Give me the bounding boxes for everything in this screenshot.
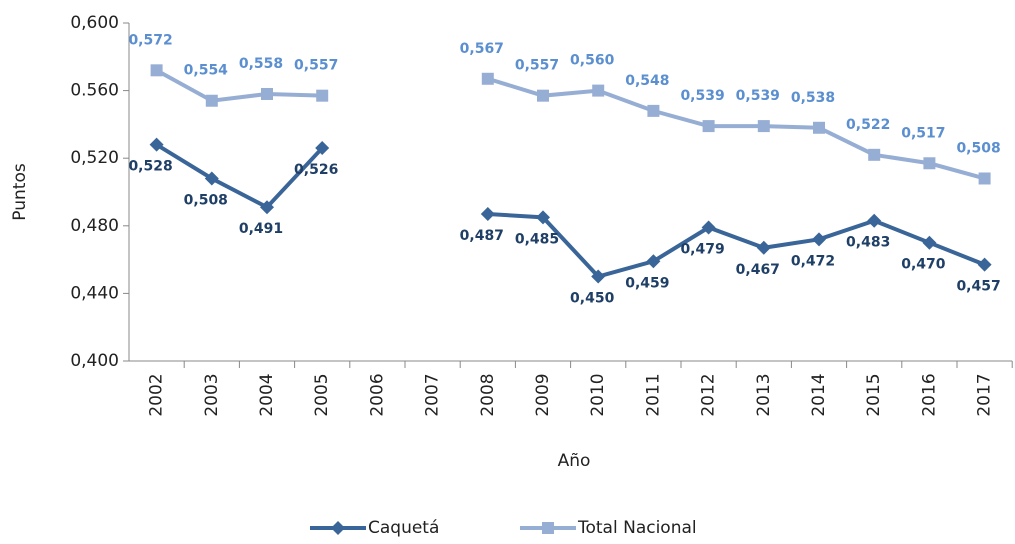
y-axis-title: Puntos bbox=[10, 163, 30, 221]
point bbox=[813, 121, 825, 134]
point bbox=[647, 104, 660, 117]
point bbox=[480, 206, 495, 221]
value-label: 0,485 bbox=[515, 231, 559, 247]
y-tick-label: 0,480 bbox=[70, 216, 119, 236]
point bbox=[702, 120, 715, 133]
point bbox=[149, 137, 164, 152]
legend-label: Total Nacional bbox=[577, 518, 697, 538]
point bbox=[867, 213, 882, 228]
value-label: 0,483 bbox=[846, 235, 890, 251]
point bbox=[812, 232, 826, 247]
series-line bbox=[487, 211, 986, 279]
x-tick-label: 2011 bbox=[643, 373, 663, 416]
legend-marker bbox=[331, 521, 345, 535]
value-label: 0,450 bbox=[570, 291, 615, 307]
series-line bbox=[155, 68, 323, 103]
series-line bbox=[155, 142, 324, 210]
point bbox=[756, 240, 771, 255]
point bbox=[316, 89, 329, 102]
point bbox=[757, 120, 770, 133]
point bbox=[260, 200, 274, 215]
y-tick-label: 0,600 bbox=[70, 13, 119, 33]
point bbox=[701, 220, 716, 235]
y-tick-label: 0.560 bbox=[70, 81, 119, 101]
value-label: 0,526 bbox=[294, 162, 338, 178]
x-tick-label: 2013 bbox=[754, 373, 774, 416]
x-tick-label: 2009 bbox=[533, 373, 553, 416]
point bbox=[977, 257, 992, 272]
y-tick-label: 0,520 bbox=[70, 148, 119, 168]
value-label: 0,557 bbox=[515, 58, 559, 74]
value-label: 0,528 bbox=[128, 159, 172, 175]
value-label: 0,554 bbox=[184, 63, 229, 79]
value-label: 0,548 bbox=[625, 73, 669, 89]
value-label: 0,522 bbox=[846, 117, 890, 133]
point bbox=[646, 254, 661, 269]
x-tick-label: 2003 bbox=[202, 373, 222, 416]
point bbox=[592, 84, 605, 97]
legend-marker bbox=[542, 522, 554, 534]
value-label: 0,508 bbox=[184, 192, 228, 208]
value-label: 0,517 bbox=[901, 125, 945, 141]
x-tick-label: 2002 bbox=[147, 373, 167, 416]
x-tick-label: 2005 bbox=[312, 373, 332, 416]
y-tick-label: 0,400 bbox=[70, 351, 119, 371]
x-tick-label: 2014 bbox=[809, 373, 829, 416]
value-label: 0,508 bbox=[956, 140, 1000, 156]
point bbox=[537, 89, 549, 102]
point bbox=[315, 141, 330, 156]
point bbox=[868, 148, 881, 161]
value-label: 0,539 bbox=[736, 88, 780, 104]
y-tick-label: 0,440 bbox=[70, 283, 119, 303]
x-axis-title: Año bbox=[558, 451, 591, 471]
value-label: 0,539 bbox=[680, 88, 724, 104]
value-label: 0,472 bbox=[791, 253, 835, 269]
point bbox=[536, 210, 550, 225]
x-tick-label: 2006 bbox=[367, 373, 387, 416]
value-label: 0,457 bbox=[956, 279, 1000, 295]
x-tick-label: 2008 bbox=[478, 373, 498, 416]
x-tick-label: 2015 bbox=[864, 373, 884, 416]
point bbox=[978, 172, 991, 185]
value-label: 0,491 bbox=[239, 221, 283, 237]
value-label: 0,467 bbox=[736, 262, 780, 278]
point bbox=[923, 157, 936, 170]
x-tick-label: 2010 bbox=[588, 373, 608, 416]
x-tick-label: 2016 bbox=[919, 373, 939, 416]
value-label: 0,560 bbox=[570, 53, 615, 69]
value-label: 0,470 bbox=[901, 257, 946, 273]
value-label: 0,572 bbox=[128, 32, 172, 48]
x-tick-label: 2004 bbox=[257, 373, 277, 416]
point bbox=[205, 94, 218, 107]
point bbox=[922, 235, 937, 250]
point bbox=[150, 64, 163, 77]
value-label: 0,538 bbox=[791, 90, 835, 106]
value-label: 0,459 bbox=[625, 275, 669, 291]
value-label: 0,567 bbox=[460, 41, 504, 57]
x-tick-label: 2007 bbox=[423, 373, 443, 416]
point bbox=[204, 171, 219, 186]
legend-label: Caquetá bbox=[368, 518, 439, 538]
series-line bbox=[487, 76, 986, 181]
value-label: 0,558 bbox=[239, 56, 283, 72]
value-label: 0,479 bbox=[680, 241, 724, 257]
x-tick-label: 2017 bbox=[975, 373, 995, 416]
x-tick-label: 2012 bbox=[699, 373, 719, 416]
value-label: 0,557 bbox=[294, 58, 338, 74]
value-label: 0,487 bbox=[460, 228, 504, 244]
point bbox=[261, 87, 273, 100]
point bbox=[481, 72, 494, 85]
point bbox=[591, 269, 606, 284]
